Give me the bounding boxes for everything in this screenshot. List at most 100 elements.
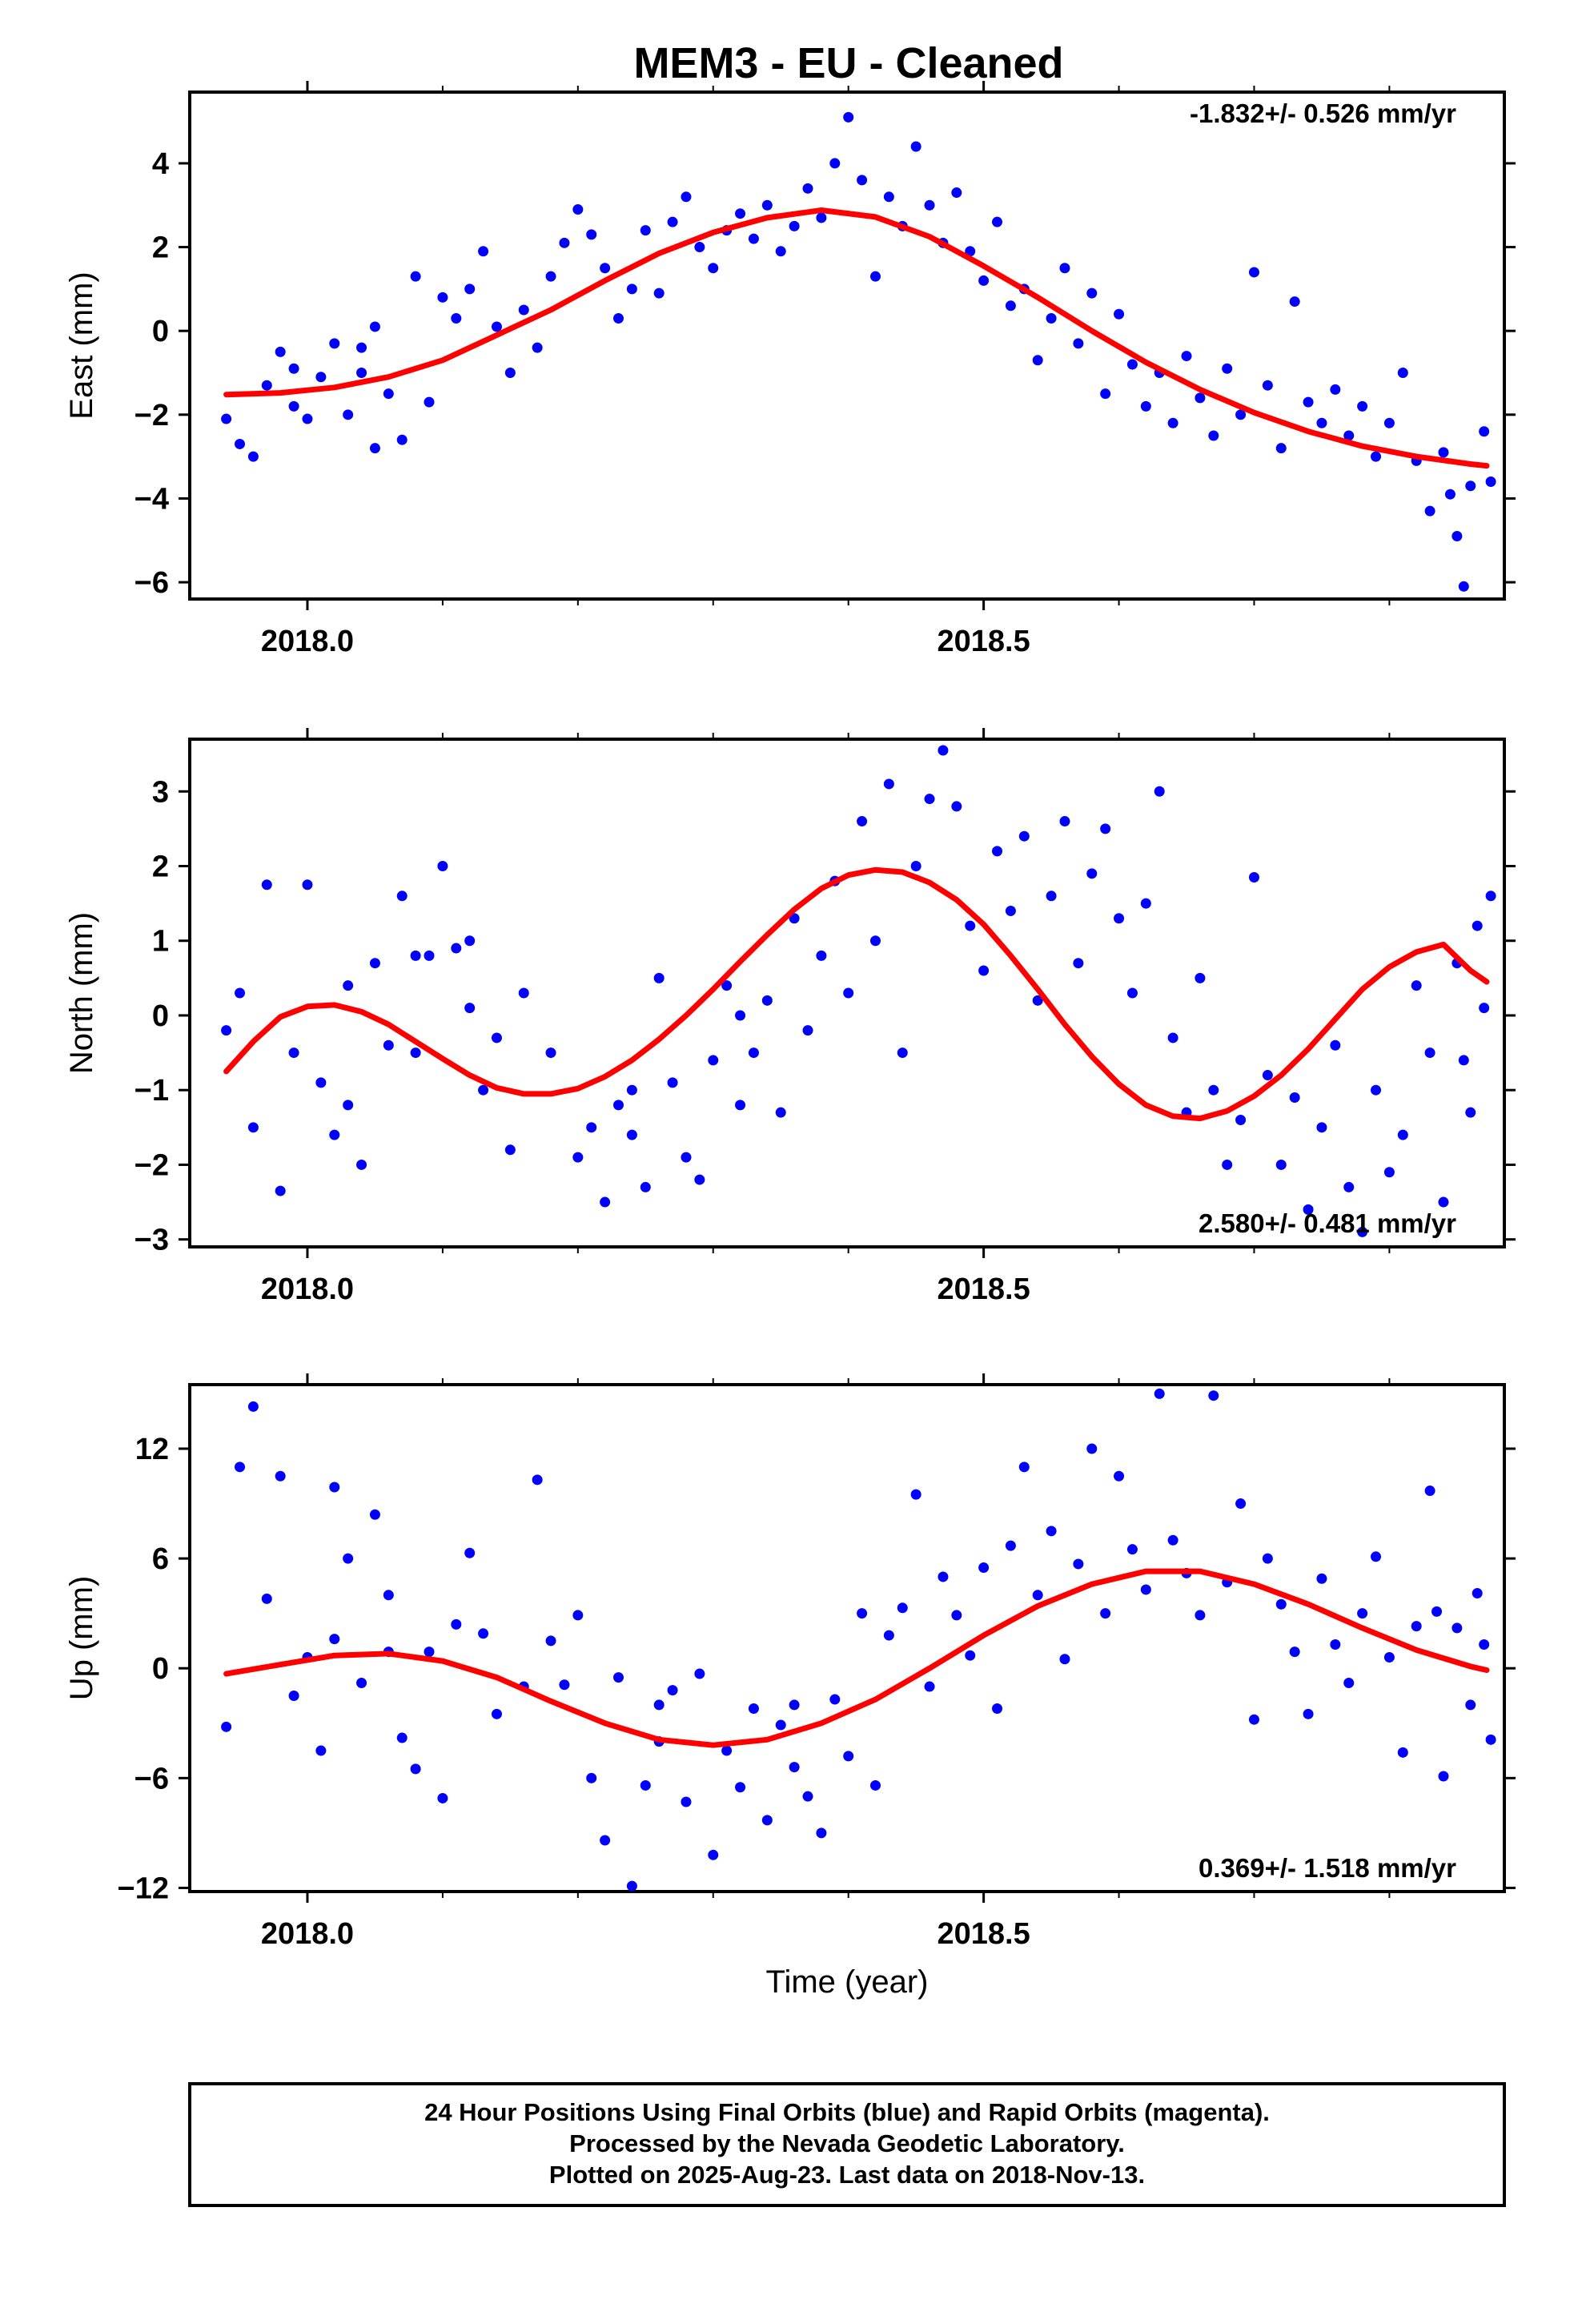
north-point	[1059, 816, 1070, 827]
east-y-tick-label: 2	[152, 231, 169, 265]
north-y-axis-label: North (mm)	[64, 912, 99, 1074]
north-y-tick-label: 3	[152, 775, 169, 809]
north-point	[302, 879, 313, 891]
up-point	[721, 1745, 733, 1756]
up-point	[748, 1703, 759, 1714]
east-point	[1452, 531, 1463, 542]
up-point	[1371, 1551, 1382, 1562]
up-point	[491, 1708, 502, 1719]
north-point	[1479, 1003, 1490, 1014]
east-point	[504, 368, 516, 379]
east-point	[1357, 400, 1368, 412]
north-point	[369, 958, 380, 969]
north-point	[1208, 1084, 1219, 1096]
east-point	[829, 158, 841, 169]
east-point	[1444, 489, 1456, 500]
east-point	[1424, 505, 1435, 517]
north-y-tick-label: 2	[152, 850, 169, 884]
north-point	[1222, 1159, 1233, 1170]
north-y-tick-label: 0	[152, 999, 169, 1033]
up-point	[613, 1672, 624, 1683]
east-point	[1005, 300, 1016, 312]
north-point	[451, 943, 462, 954]
north-point	[897, 1047, 908, 1059]
north-point	[1343, 1181, 1355, 1192]
up-point	[1248, 1714, 1259, 1725]
north-point	[1140, 898, 1151, 909]
up-y-tick-label: −12	[118, 1872, 169, 1905]
up-point	[1114, 1470, 1125, 1482]
east-point	[424, 396, 435, 408]
up-point	[789, 1699, 800, 1711]
north-point	[1275, 1159, 1287, 1170]
up-point	[1452, 1622, 1463, 1634]
north-point	[424, 950, 435, 961]
east-point	[1479, 426, 1490, 437]
up-y-tick-label: 6	[152, 1542, 169, 1576]
up-point	[1431, 1606, 1443, 1617]
north-point	[478, 1084, 489, 1096]
up-point	[329, 1482, 340, 1493]
up-point	[1424, 1486, 1435, 1497]
north-point	[1248, 871, 1259, 883]
north-point	[640, 1181, 651, 1192]
east-point	[369, 443, 380, 454]
up-point	[789, 1762, 800, 1773]
up-point	[329, 1634, 340, 1645]
east-point	[1126, 359, 1138, 370]
up-point	[708, 1849, 719, 1860]
up-point	[1154, 1388, 1165, 1399]
up-y-tick-label: 0	[152, 1652, 169, 1686]
east-rate-label: -1.832+/- 0.526 mm/yr	[1190, 99, 1456, 128]
north-point	[924, 794, 935, 805]
footer-line-2: Processed by the Nevada Geodetic Laborat…	[569, 2129, 1125, 2157]
north-point	[1330, 1039, 1341, 1051]
east-point	[247, 451, 259, 462]
up-point	[1005, 1540, 1016, 1551]
north-point	[883, 778, 894, 790]
east-point	[1262, 380, 1273, 391]
east-point	[315, 372, 327, 383]
east-frame	[188, 90, 1506, 601]
up-point	[383, 1590, 394, 1601]
up-point	[1383, 1651, 1395, 1663]
east-point	[1100, 388, 1111, 400]
up-point	[559, 1679, 570, 1691]
east-point	[586, 229, 597, 240]
up-point	[424, 1647, 435, 1658]
north-point	[600, 1196, 611, 1208]
up-y-tick-label: −6	[135, 1762, 169, 1795]
north-point	[329, 1129, 340, 1140]
north-point	[1032, 995, 1043, 1006]
east-point	[1485, 476, 1496, 488]
up-point	[965, 1650, 976, 1661]
north-point	[545, 1047, 556, 1059]
up-point	[626, 1880, 637, 1892]
east-point	[640, 225, 651, 236]
east-point	[1316, 417, 1327, 428]
up-point	[1472, 1588, 1483, 1599]
north-point	[1073, 958, 1084, 969]
east-point	[924, 199, 935, 211]
up-point	[761, 1815, 773, 1826]
up-point	[653, 1699, 665, 1711]
north-point	[343, 1100, 354, 1111]
east-y-tick-label: −4	[135, 482, 169, 516]
east-point	[356, 342, 367, 353]
north-point	[491, 1032, 502, 1043]
north-point	[1303, 1204, 1314, 1215]
east-point	[369, 321, 380, 332]
east-point	[288, 363, 299, 374]
east-point	[748, 233, 759, 244]
north-point	[437, 861, 448, 871]
up-point	[1343, 1677, 1355, 1688]
east-point	[681, 191, 692, 203]
east-point	[464, 283, 476, 295]
up-point	[315, 1745, 327, 1756]
up-point	[545, 1635, 556, 1647]
east-point	[1458, 581, 1469, 592]
east-point	[491, 321, 502, 332]
up-point	[1208, 1390, 1219, 1401]
east-point	[1140, 400, 1151, 412]
north-point	[843, 987, 854, 999]
